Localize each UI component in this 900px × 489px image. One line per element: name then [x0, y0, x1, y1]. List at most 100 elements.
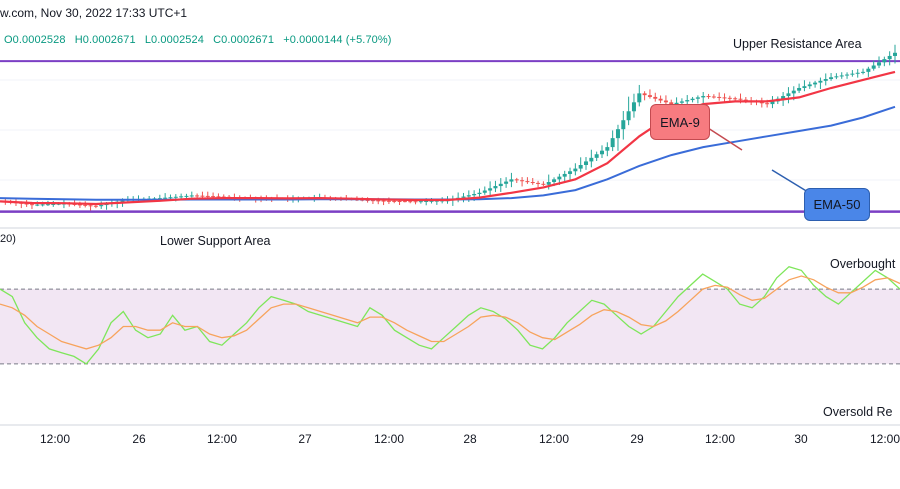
candle-body: [759, 102, 764, 104]
rsi-indicator-label: 20): [0, 233, 16, 245]
candle-body: [493, 186, 498, 189]
candle-body: [562, 173, 567, 177]
candle-body: [845, 74, 850, 76]
candle-body: [216, 196, 221, 198]
candle-body: [546, 182, 551, 185]
candle-body: [669, 102, 674, 105]
candle-body: [578, 165, 583, 169]
candle-body: [711, 96, 716, 98]
candle-body: [690, 98, 695, 101]
x-tick-label: 30: [794, 432, 808, 446]
candle-body: [413, 201, 418, 203]
candle-body: [615, 129, 620, 139]
candle-body: [653, 96, 658, 99]
candle-body: [530, 182, 535, 184]
x-tick-label: 12:00: [206, 432, 238, 446]
overbought-label: Overbought: [830, 257, 896, 271]
candle-body: [557, 176, 562, 180]
candle-body: [509, 179, 514, 182]
rsi-band: [0, 289, 900, 364]
candle-body: [573, 168, 578, 172]
candle-body: [525, 181, 530, 183]
candle-body: [850, 73, 855, 75]
candle-body: [733, 98, 738, 100]
candle-body: [791, 90, 796, 94]
candle-body: [184, 195, 189, 197]
candle-body: [402, 201, 407, 203]
upper-resistance-label: Upper Resistance Area: [733, 37, 862, 51]
candle-body: [205, 195, 210, 197]
ema9-callout: EMA-9: [650, 104, 710, 140]
candle-body: [408, 201, 413, 203]
candle-body: [179, 196, 184, 198]
candle-body: [376, 200, 381, 202]
ema50-callout: EMA-50: [804, 188, 870, 221]
candle-body: [541, 183, 546, 185]
candle-body: [631, 102, 636, 112]
candle-body: [365, 199, 370, 201]
candle-body: [83, 204, 88, 206]
candle-body: [701, 96, 706, 98]
candle-body: [871, 65, 876, 69]
candle-body: [45, 204, 50, 206]
candle-body: [738, 98, 743, 100]
candle-body: [120, 200, 125, 202]
candle-body: [466, 195, 471, 197]
x-tick-label: 26: [132, 432, 146, 446]
candle-body: [829, 77, 834, 80]
rsi-slow-line: [0, 275, 900, 350]
candle-body: [589, 157, 594, 162]
oversold-label: Oversold Re: [823, 405, 893, 419]
candle-body: [434, 200, 439, 202]
candle-body: [168, 197, 173, 199]
x-tick-label: 12:00: [373, 432, 405, 446]
candle-body: [706, 96, 711, 98]
candle-body: [88, 205, 93, 207]
ohlc-readout: O0.0002528 H0.0002671 L0.0002524 C0.0002…: [4, 34, 398, 46]
candle-body: [610, 138, 615, 148]
candle-body: [855, 72, 860, 74]
candle-body: [157, 198, 162, 200]
candle-body: [51, 203, 56, 205]
candle-body: [29, 204, 34, 206]
ohlc-low: L0.0002524: [144, 34, 204, 46]
rsi-fast-line: [0, 265, 900, 365]
candle-body: [658, 98, 663, 101]
candle-body: [536, 182, 541, 184]
candle-body: [887, 55, 892, 60]
candle-body: [386, 200, 391, 202]
candle-body: [818, 80, 823, 83]
ohlc-close: C0.0002671: [213, 34, 275, 46]
ema9-line: [0, 70, 896, 206]
candle-body: [24, 203, 29, 205]
x-tick-label: 12:00: [869, 432, 900, 446]
candle-body: [99, 205, 104, 207]
candle-body: [552, 179, 557, 183]
candle-body: [621, 120, 626, 130]
candle-body: [866, 68, 871, 72]
candle-body: [370, 200, 375, 202]
candle-body: [195, 195, 200, 197]
candle-body: [424, 201, 429, 202]
candle-body: [717, 96, 722, 98]
candle-body: [211, 196, 216, 198]
candle-body: [663, 100, 668, 103]
candle-body: [642, 93, 647, 96]
candle-body: [584, 161, 589, 165]
candle-body: [813, 82, 818, 85]
candle-body: [834, 76, 839, 78]
candle-body: [200, 195, 205, 197]
candle-body: [594, 154, 599, 158]
candle-body: [893, 52, 897, 56]
candle-body: [477, 192, 482, 195]
candle-body: [397, 201, 402, 202]
candle-body: [514, 179, 519, 181]
candle-body: [163, 197, 168, 199]
candle-body: [637, 93, 642, 103]
candle-body: [797, 87, 802, 91]
candle-body: [472, 194, 477, 196]
candle-body: [77, 204, 82, 206]
x-tick-label: 12:00: [538, 432, 570, 446]
